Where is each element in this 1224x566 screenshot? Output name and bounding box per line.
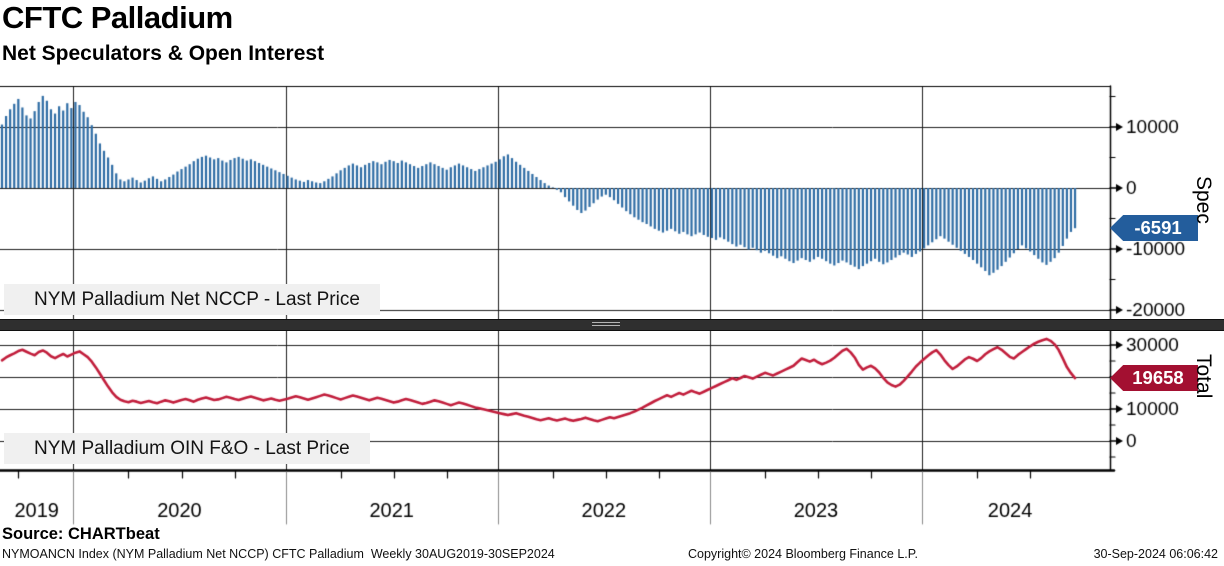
- footer-copyright: Copyright© 2024 Bloomberg Finance L.P.: [688, 547, 918, 561]
- footer-timestamp: 30-Sep-2024 06:06:42: [1093, 547, 1218, 561]
- last-price-tag-total: 19658: [1110, 365, 1198, 391]
- footer-ticker-info: NYMOANCN Index (NYM Palladium Net NCCP) …: [2, 547, 555, 561]
- page-subtitle: Net Speculators & Open Interest: [2, 42, 325, 65]
- legend-oin-fo[interactable]: NYM Palladium OIN F&O - Last Price: [4, 433, 370, 464]
- legend-swatch-red-icon: [14, 442, 27, 455]
- legend-net-nccp[interactable]: NYM Palladium Net NCCP - Last Price: [4, 284, 380, 315]
- source-line: Source: CHARTbeat: [2, 525, 160, 543]
- page-title: CFTC Palladium: [2, 0, 233, 35]
- last-price-tag-spec: -6591: [1110, 215, 1198, 241]
- legend-oin-fo-label: NYM Palladium OIN F&O - Last Price: [34, 437, 350, 459]
- separator-drag-handle-icon[interactable]: [592, 322, 620, 328]
- panel-separator[interactable]: [0, 319, 1224, 331]
- axis-title-total: Total: [1192, 354, 1215, 399]
- axis-title-spec: Spec: [1192, 176, 1215, 224]
- legend-swatch-blue-icon: [14, 293, 27, 306]
- legend-net-nccp-label: NYM Palladium Net NCCP - Last Price: [34, 288, 360, 310]
